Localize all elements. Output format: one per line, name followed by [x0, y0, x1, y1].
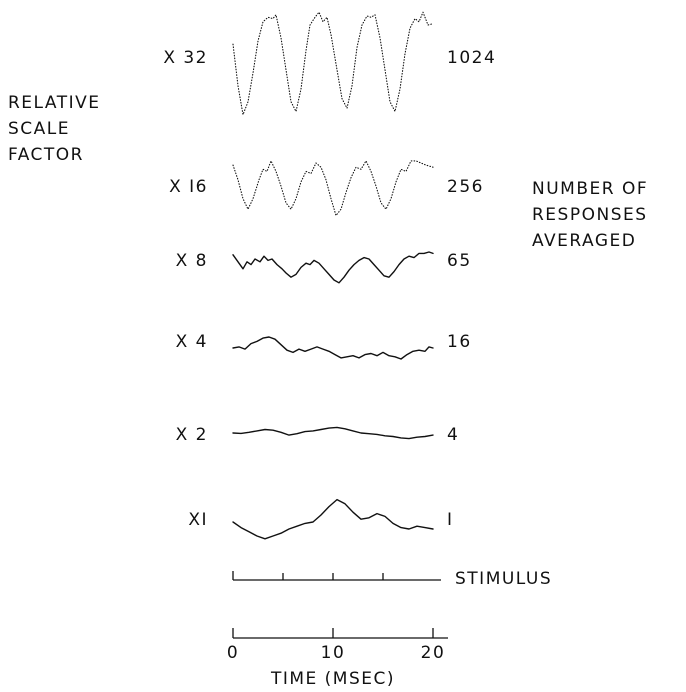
- response-count-label: 256: [447, 177, 484, 197]
- averaged-response-trace: [232, 11, 434, 116]
- right-title-line-3: AVERAGED: [532, 231, 636, 251]
- response-count-label: 4: [447, 425, 459, 445]
- averaged-response-trace: [232, 426, 434, 440]
- trace-row: X 32 1024: [163, 11, 496, 116]
- averaged-response-trace: [232, 160, 434, 217]
- scale-factor-label: X 2: [176, 425, 208, 445]
- right-title-line-1: NUMBER OF: [532, 179, 648, 199]
- scale-factor-label: X I6: [169, 177, 208, 197]
- response-count-label: 1024: [447, 48, 496, 68]
- left-title-line-1: RELATIVE: [8, 93, 101, 113]
- scale-factor-label: X 4: [176, 332, 208, 352]
- response-count-label: I: [447, 510, 454, 530]
- right-title-line-2: RESPONSES: [532, 205, 648, 225]
- x-tick-label-10: 10: [321, 643, 346, 663]
- trace-group: X 32 1024 X I6 256 X 8 65 X 4 16 X 2 4 XI I: [163, 11, 496, 540]
- scale-factor-label: X 32: [163, 48, 208, 68]
- stimulus-label: STIMULUS: [455, 569, 552, 589]
- time-axis: 0 10 20 TIME (MSEC): [227, 628, 448, 689]
- stimulus-marker: STIMULUS: [232, 569, 552, 589]
- trace-row: X 2 4: [176, 425, 459, 445]
- trace-row: XI I: [188, 498, 454, 540]
- averaged-response-trace: [232, 251, 434, 284]
- x-axis-tick-group: [232, 628, 434, 638]
- response-count-label: 16: [447, 332, 472, 352]
- response-count-label: 65: [447, 251, 472, 271]
- x-tick-label-20: 20: [421, 643, 446, 663]
- trace-row: X 8 65: [176, 251, 472, 284]
- averaged-response-trace: [232, 498, 434, 540]
- trace-row: X 4 16: [176, 332, 472, 360]
- right-title: NUMBER OF RESPONSES AVERAGED: [532, 179, 648, 251]
- left-title-line-3: FACTOR: [8, 145, 84, 165]
- trace-row: X I6 256: [169, 160, 484, 217]
- stimulus-tick-group: [232, 571, 384, 580]
- scale-factor-label: XI: [188, 510, 208, 530]
- x-axis-title: TIME (MSEC): [270, 669, 395, 689]
- scale-factor-label: X 8: [176, 251, 208, 271]
- averaged-response-trace: [232, 336, 434, 360]
- left-title: RELATIVE SCALE FACTOR: [8, 93, 101, 165]
- left-title-line-2: SCALE: [8, 119, 70, 139]
- x-tick-label-0: 0: [227, 643, 239, 663]
